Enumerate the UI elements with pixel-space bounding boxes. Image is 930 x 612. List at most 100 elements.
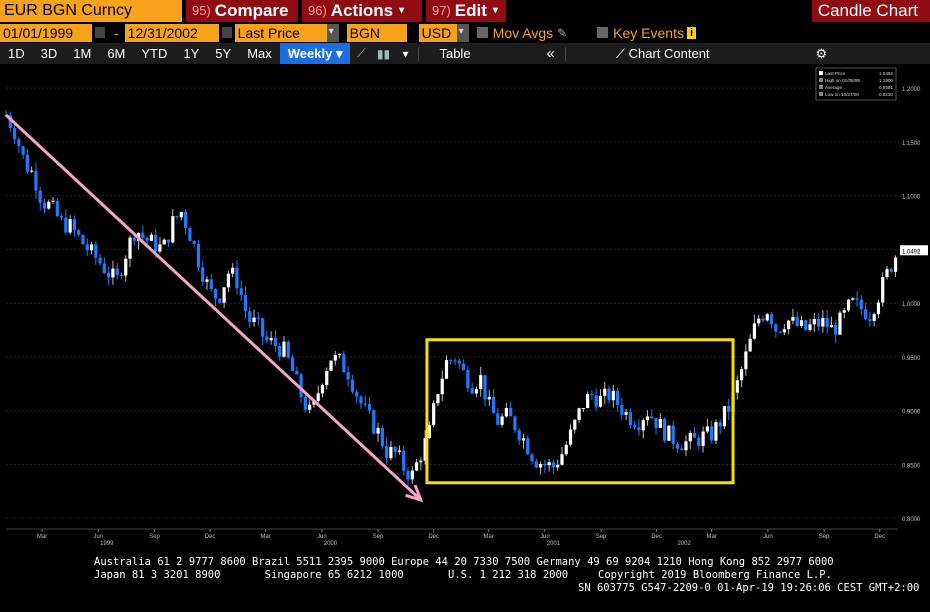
candle-body bbox=[423, 438, 427, 461]
candle-body bbox=[633, 425, 637, 428]
candle-body bbox=[102, 263, 106, 273]
end-date-field[interactable]: 12/31/2002 bbox=[124, 23, 219, 42]
line-chart-icon[interactable]: ⟋ bbox=[357, 46, 366, 60]
candle-body bbox=[21, 146, 25, 155]
candle-body bbox=[697, 437, 701, 446]
candle-body bbox=[846, 299, 851, 311]
candle-body bbox=[380, 427, 384, 447]
candle-body bbox=[885, 268, 889, 277]
candle-body bbox=[107, 272, 111, 278]
candle-body bbox=[209, 279, 213, 290]
chart-content-button[interactable]: ⟋ Chart Content bbox=[608, 43, 718, 64]
candle-body bbox=[243, 294, 248, 312]
candle-body bbox=[196, 243, 201, 268]
candle-body bbox=[205, 279, 209, 282]
key-events-label[interactable]: Key Events bbox=[613, 24, 684, 41]
mov-avgs-checkbox[interactable] bbox=[476, 27, 488, 38]
candle-body bbox=[316, 393, 320, 401]
frequency-select[interactable]: Weekly ▾ bbox=[279, 43, 351, 64]
candle-body bbox=[513, 416, 517, 431]
candle-chart[interactable]: 0.80000.85000.90000.95001.00001.05001.10… bbox=[0, 64, 930, 554]
x-tick-label: Dec bbox=[874, 534, 885, 540]
y-tick-label: 0.8000 bbox=[902, 517, 921, 523]
candle-body bbox=[761, 318, 765, 321]
candle-body bbox=[654, 418, 658, 428]
period-3d[interactable]: 3D bbox=[40, 46, 58, 61]
candle-body bbox=[269, 338, 273, 341]
candle-body bbox=[414, 462, 419, 471]
candle-body bbox=[598, 395, 603, 407]
period-1d[interactable]: 1D bbox=[8, 46, 25, 61]
trend-arrow bbox=[4, 113, 422, 502]
mov-avgs-label[interactable]: Mov Avgs bbox=[492, 24, 554, 41]
candle-body bbox=[261, 318, 265, 337]
period-1m[interactable]: 1M bbox=[73, 46, 92, 61]
period-max[interactable]: Max bbox=[247, 46, 272, 61]
legend-label: Low on 10/27/00 bbox=[825, 92, 859, 97]
pencil-icon[interactable]: ✎ bbox=[557, 25, 568, 40]
candle-body bbox=[397, 450, 402, 452]
actions-menu[interactable]: 96) Actions ▾ bbox=[302, 0, 422, 22]
candle-body bbox=[184, 212, 188, 229]
bar-chart-icon[interactable]: ▮▮ bbox=[376, 46, 391, 61]
collapse-icon[interactable]: « bbox=[546, 45, 555, 62]
settings-icon[interactable]: ⚙ bbox=[815, 46, 828, 61]
currency-dropdown[interactable] bbox=[456, 23, 469, 42]
compare-hotkey: 95) bbox=[192, 3, 211, 18]
last-price-tag-bg bbox=[900, 245, 928, 256]
candle-body bbox=[273, 338, 278, 347]
candle-body bbox=[752, 323, 757, 339]
x-year-label: 2001 bbox=[547, 541, 561, 547]
calendar-icon[interactable] bbox=[221, 27, 232, 38]
candle-body bbox=[568, 429, 573, 445]
candle-body bbox=[213, 289, 218, 299]
chevron-down-icon: ▾ bbox=[492, 5, 498, 16]
candle-body bbox=[624, 412, 628, 415]
candle-body bbox=[834, 325, 838, 335]
candle-body bbox=[265, 336, 269, 341]
chart-content-label: Chart Content bbox=[628, 46, 710, 61]
candle-body bbox=[782, 329, 786, 333]
legend-label: Last Price bbox=[825, 71, 846, 76]
period-1y[interactable]: 1Y bbox=[183, 46, 200, 61]
period-ytd[interactable]: YTD bbox=[141, 46, 168, 61]
info-icon[interactable]: i bbox=[687, 26, 697, 39]
x-tick-label: Sep bbox=[819, 534, 830, 540]
period-6m[interactable]: 6M bbox=[107, 46, 126, 61]
period-5y[interactable]: 5Y bbox=[215, 46, 232, 61]
candle-body bbox=[701, 431, 705, 446]
chevron-down-icon[interactable]: ▾ bbox=[402, 46, 409, 61]
x-tick-label: Sep bbox=[373, 534, 384, 540]
table-button[interactable]: Table bbox=[439, 46, 471, 61]
candle-body bbox=[154, 234, 158, 252]
start-date-field[interactable]: 01/01/1999 bbox=[0, 23, 92, 42]
field-dropdown[interactable] bbox=[326, 23, 339, 42]
candle-body bbox=[201, 267, 205, 282]
candle-body bbox=[410, 470, 414, 480]
x-tick-label: Dec bbox=[428, 534, 439, 540]
candle-body bbox=[286, 341, 290, 358]
candle-body bbox=[483, 375, 487, 400]
edit-menu[interactable]: 97) Edit ▾ bbox=[426, 0, 506, 22]
candle-body bbox=[551, 462, 556, 468]
field-select[interactable]: Last Price bbox=[234, 23, 327, 42]
candle-body bbox=[363, 403, 367, 405]
candle-body bbox=[838, 312, 842, 335]
key-events-checkbox[interactable] bbox=[597, 27, 609, 38]
candle-body bbox=[470, 388, 474, 394]
currency-field[interactable]: USD bbox=[418, 23, 457, 42]
legend-label: High on 01/08/99 bbox=[825, 78, 860, 83]
x-tick-label: Jun bbox=[763, 534, 773, 540]
candle-body bbox=[124, 258, 128, 276]
candle-body bbox=[179, 212, 183, 218]
security-ticker[interactable]: EUR BGN Curncy bbox=[0, 0, 182, 22]
candle-body bbox=[119, 274, 124, 276]
candle-body bbox=[432, 403, 436, 426]
compare-button[interactable]: 95) Compare bbox=[186, 0, 298, 22]
security-field[interactable]: BGN bbox=[346, 23, 407, 42]
calendar-icon[interactable] bbox=[95, 27, 105, 38]
candle-body bbox=[808, 324, 812, 331]
candle-body bbox=[876, 302, 881, 315]
candle-body bbox=[487, 396, 491, 400]
x-year-label: 2002 bbox=[677, 541, 691, 547]
